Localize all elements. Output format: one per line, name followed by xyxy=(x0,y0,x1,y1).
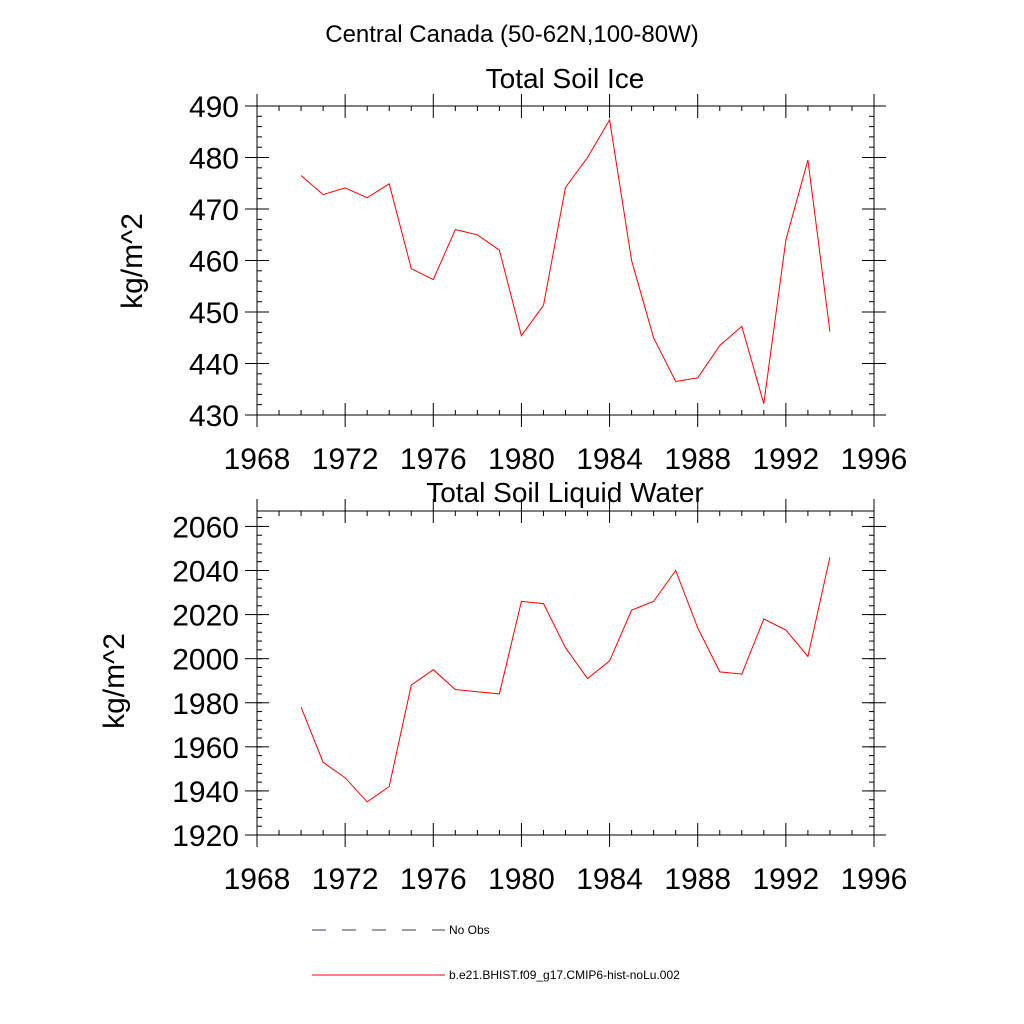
y-tick-label: 1960 xyxy=(172,732,239,765)
y-tick-label: 1940 xyxy=(172,776,239,809)
panel-total-soil-liquid-water: Total Soil Liquid Water kg/m^2 1968 1972 1… xyxy=(98,477,907,896)
plot-frame xyxy=(256,105,875,416)
figure-suptitle: Central Canada (50-62N,100-80W) xyxy=(325,21,699,48)
x-tick-label: 1968 xyxy=(224,443,291,476)
x-tick-label: 1976 xyxy=(400,443,467,476)
y-tick-label: 430 xyxy=(189,400,239,433)
x-tick-label: 1988 xyxy=(664,443,731,476)
y-axis-label: kg/m^2 xyxy=(116,213,149,309)
y-tick-label: 2020 xyxy=(172,600,239,633)
x-tick-label: 1996 xyxy=(841,863,908,896)
y-tick-label: 2040 xyxy=(172,556,239,589)
plot-frame xyxy=(256,510,875,836)
panel-total-soil-ice: Total Soil Ice kg/m^2 1968 1972 1976 1980 19… xyxy=(116,63,907,476)
y-tick-label: 2000 xyxy=(172,644,239,677)
panel-title: Total Soil Liquid Water xyxy=(426,477,704,508)
y-tick-label: 460 xyxy=(189,246,239,279)
y-tick-label: 1980 xyxy=(172,688,239,721)
series-line xyxy=(300,118,831,404)
x-tick-label: 1992 xyxy=(752,443,819,476)
legend-label-no-obs: No Obs xyxy=(449,923,490,937)
legend-label-model: b.e21.BHIST.f09_g17.CMIP6-hist-noLu.002 xyxy=(449,968,680,982)
x-tick-label: 1996 xyxy=(841,443,908,476)
y-tick-label: 480 xyxy=(189,143,239,176)
y-tick-label: 2060 xyxy=(172,511,239,544)
x-tick-label: 1984 xyxy=(576,863,643,896)
x-tick-label: 1992 xyxy=(752,863,819,896)
panel-title: Total Soil Ice xyxy=(486,63,645,94)
x-tick-label: 1976 xyxy=(400,863,467,896)
y-tick-label: 440 xyxy=(189,349,239,382)
y-axis-label: kg/m^2 xyxy=(98,633,131,729)
legend: No Obs b.e21.BHIST.f09_g17.CMIP6-hist-no… xyxy=(312,923,680,982)
y-tick-label: 450 xyxy=(189,297,239,330)
x-tick-label: 1968 xyxy=(224,863,291,896)
y-tick-label: 470 xyxy=(189,194,239,227)
x-tick-label: 1972 xyxy=(312,863,379,896)
x-tick-label: 1980 xyxy=(488,863,555,896)
x-tick-label: 1988 xyxy=(664,863,731,896)
series-line xyxy=(300,557,831,803)
y-tick-label: 1920 xyxy=(172,820,239,853)
x-tick-label: 1984 xyxy=(576,443,643,476)
x-tick-label: 1972 xyxy=(312,443,379,476)
y-tick-label: 490 xyxy=(189,91,239,124)
x-tick-label: 1980 xyxy=(488,443,555,476)
